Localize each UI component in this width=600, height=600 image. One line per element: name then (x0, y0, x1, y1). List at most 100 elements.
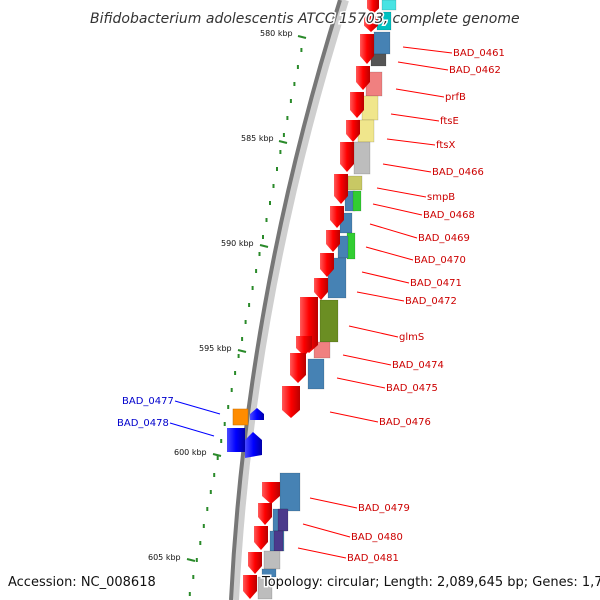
kbp-tick-585 (278, 140, 288, 144)
track-dot (286, 116, 289, 120)
gene-label-bad-0469[interactable]: BAD_0469 (418, 233, 470, 244)
gene-label-ftsx[interactable]: ftsX (436, 140, 455, 151)
cog-box (347, 175, 363, 191)
track-dot (241, 337, 244, 341)
gene-label-prfb[interactable]: prfB (445, 92, 466, 103)
leader-line (361, 271, 410, 284)
gene-label-bad-0480[interactable]: BAD_0480 (351, 532, 403, 543)
label-leader-lines (297, 46, 453, 559)
gene-label-smpb[interactable]: smpB (427, 192, 455, 203)
gene-label-bad-0468[interactable]: BAD_0468 (423, 210, 475, 221)
track-dot (230, 388, 233, 392)
track-dot (209, 490, 212, 494)
track-dot (296, 65, 299, 69)
track-dot (262, 235, 264, 239)
gene-label-bad-0477[interactable]: BAD_0477 (122, 396, 174, 407)
genome-backbone-shadow (231, 0, 349, 600)
gene-arrow (326, 230, 340, 252)
gene-label-bad-0470[interactable]: BAD_0470 (414, 255, 466, 266)
gene-label-bad-0461[interactable]: BAD_0461 (453, 48, 505, 59)
track-dot (269, 201, 271, 205)
cog-box (257, 576, 273, 600)
gene-label-bad-0475[interactable]: BAD_0475 (386, 383, 438, 394)
gene-label-bad-0466[interactable]: BAD_0466 (432, 167, 484, 178)
gene-label-glms[interactable]: glmS (399, 332, 424, 343)
track-dot (251, 286, 254, 290)
track-dot (234, 371, 237, 375)
track-dot (195, 558, 198, 562)
track-dot (293, 82, 296, 86)
leader-line (397, 61, 449, 71)
track-dot (258, 252, 261, 256)
leader-line (386, 138, 436, 146)
leader-line (356, 291, 405, 302)
leader-bad-0478 (169, 422, 215, 437)
map-title: Bifidobacterium adolescentis ATCC 15703,… (90, 11, 520, 27)
kbp-label-580: 580 kbp (260, 29, 293, 38)
kbp-label-600: 600 kbp (174, 448, 207, 457)
accession-text: Accession: NC_008618 (8, 575, 156, 590)
reverse-arrow-1 (250, 408, 264, 420)
reverse-strand-genes: BAD_0477 BAD_0478 (117, 396, 264, 458)
leader-line (309, 497, 358, 509)
track-dot (265, 218, 268, 222)
cog-boxes (257, 0, 397, 600)
track-dot (188, 592, 191, 596)
leader-line (395, 88, 445, 98)
track-dot (213, 473, 216, 477)
gene-label-bad-0471[interactable]: BAD_0471 (410, 278, 462, 289)
cog-box (357, 119, 375, 143)
gene-arrow (330, 206, 344, 228)
leader-line (369, 223, 418, 239)
gene-arrow (282, 386, 300, 418)
cog-box (319, 299, 339, 343)
leader-line (348, 325, 399, 338)
gene-arrow (367, 0, 379, 14)
track-dot (227, 405, 230, 409)
gene-label-bad-0481[interactable]: BAD_0481 (347, 553, 399, 564)
track-dot (206, 507, 209, 511)
gene-arrow (356, 66, 370, 90)
leader-line (390, 113, 440, 122)
leader-line (302, 523, 351, 538)
leader-line (382, 163, 432, 173)
kbp-label-605: 605 kbp (148, 553, 181, 562)
scale-ticks: 580 kbp 585 kbp 590 kbp 595 kbp 600 kbp … (148, 29, 307, 562)
cog-box (313, 341, 331, 359)
track-dot (279, 150, 282, 154)
gene-arrow (350, 92, 364, 118)
gene-arrow (340, 142, 354, 172)
gene-label-bad-0474[interactable]: BAD_0474 (392, 360, 444, 371)
cog-box (352, 190, 362, 212)
gene-arrow (296, 336, 312, 356)
outer-dotted-track (188, 48, 303, 596)
gene-label-bad-0462[interactable]: BAD_0462 (449, 65, 501, 76)
track-dot (199, 541, 202, 545)
cog-box (277, 508, 289, 532)
reverse-arrow-2 (245, 432, 262, 458)
gene-label-bad-0476[interactable]: BAD_0476 (379, 417, 431, 428)
kbp-tick-605 (186, 558, 196, 562)
gene-arrow (258, 503, 272, 525)
cog-box (370, 53, 387, 67)
track-dot (216, 456, 219, 460)
kbp-tick-580 (297, 35, 307, 39)
leader-line (342, 354, 392, 366)
gene-arrow (254, 526, 268, 550)
gene-arrow (346, 120, 360, 142)
topology-text: Topology: circular; Length: 2,089,645 bp… (261, 575, 600, 590)
kbp-label-585: 585 kbp (241, 134, 274, 143)
gene-label-bad-0472[interactable]: BAD_0472 (405, 296, 457, 307)
gene-label-bad-0478[interactable]: BAD_0478 (117, 418, 169, 429)
gene-label-ftse[interactable]: ftsE (440, 116, 459, 127)
gene-arrow (290, 353, 306, 383)
track-dot (289, 99, 292, 103)
gene-arrow (334, 174, 348, 204)
leader-line (297, 547, 347, 559)
gene-label-bad-0479[interactable]: BAD_0479 (358, 503, 410, 514)
forward-strand-arrows (243, 0, 379, 599)
track-dot (244, 320, 247, 324)
track-dot (282, 133, 285, 137)
